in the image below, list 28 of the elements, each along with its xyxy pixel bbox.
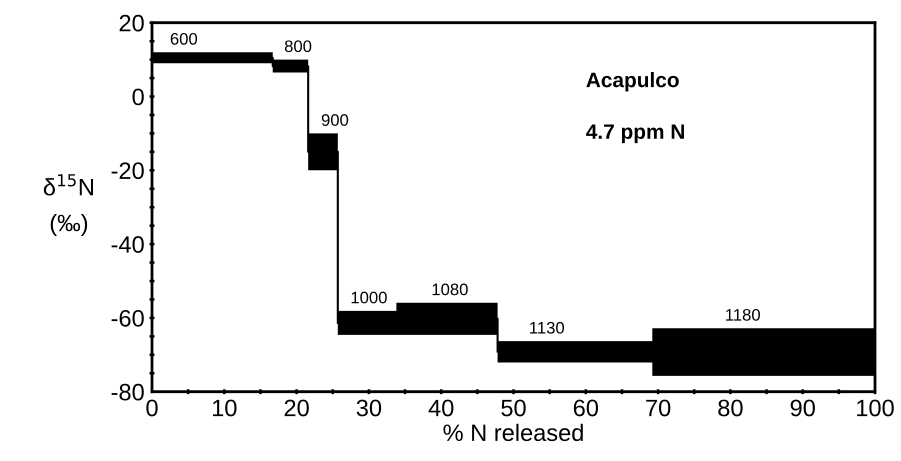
y-tick-label: -60 [112, 310, 144, 327]
annotation: 1180 [726, 308, 760, 321]
y-axis-title: δ$^{15}$N (‰) [44, 174, 93, 236]
annotation: 1000 [352, 292, 387, 304]
annotation: 4.7 ppm N [586, 124, 684, 144]
x-tick-label: 40 [428, 400, 454, 416]
x-tick-label: 100 [857, 400, 894, 416]
annotation: 800 [284, 40, 312, 52]
x-tick-label: 20 [284, 400, 309, 416]
annotation: 1130 [530, 322, 564, 334]
x-axis-title: % N released [443, 424, 583, 442]
y-tick-label: -40 [112, 236, 144, 253]
x-tick-label: 50 [501, 400, 526, 416]
annotation: 900 [322, 114, 348, 126]
x-tick-label: 0 [146, 400, 158, 416]
y-tick-label: -20 [112, 162, 144, 180]
x-tick-label: 70 [646, 400, 670, 416]
annotation: 1080 [432, 284, 468, 296]
x-tick-label: 90 [790, 400, 815, 416]
x-tick-label: 80 [718, 400, 743, 416]
annotation: Acapulco [586, 72, 679, 92]
y-tick-label: 0 [132, 88, 144, 106]
annotation: 600 [170, 32, 198, 45]
x-tick-label: 30 [356, 400, 382, 416]
x-tick-label: 60 [574, 400, 598, 416]
x-tick-label: 10 [212, 400, 237, 416]
y-tick-label: 20 [120, 14, 144, 32]
y-tick-label: -80 [112, 384, 144, 400]
